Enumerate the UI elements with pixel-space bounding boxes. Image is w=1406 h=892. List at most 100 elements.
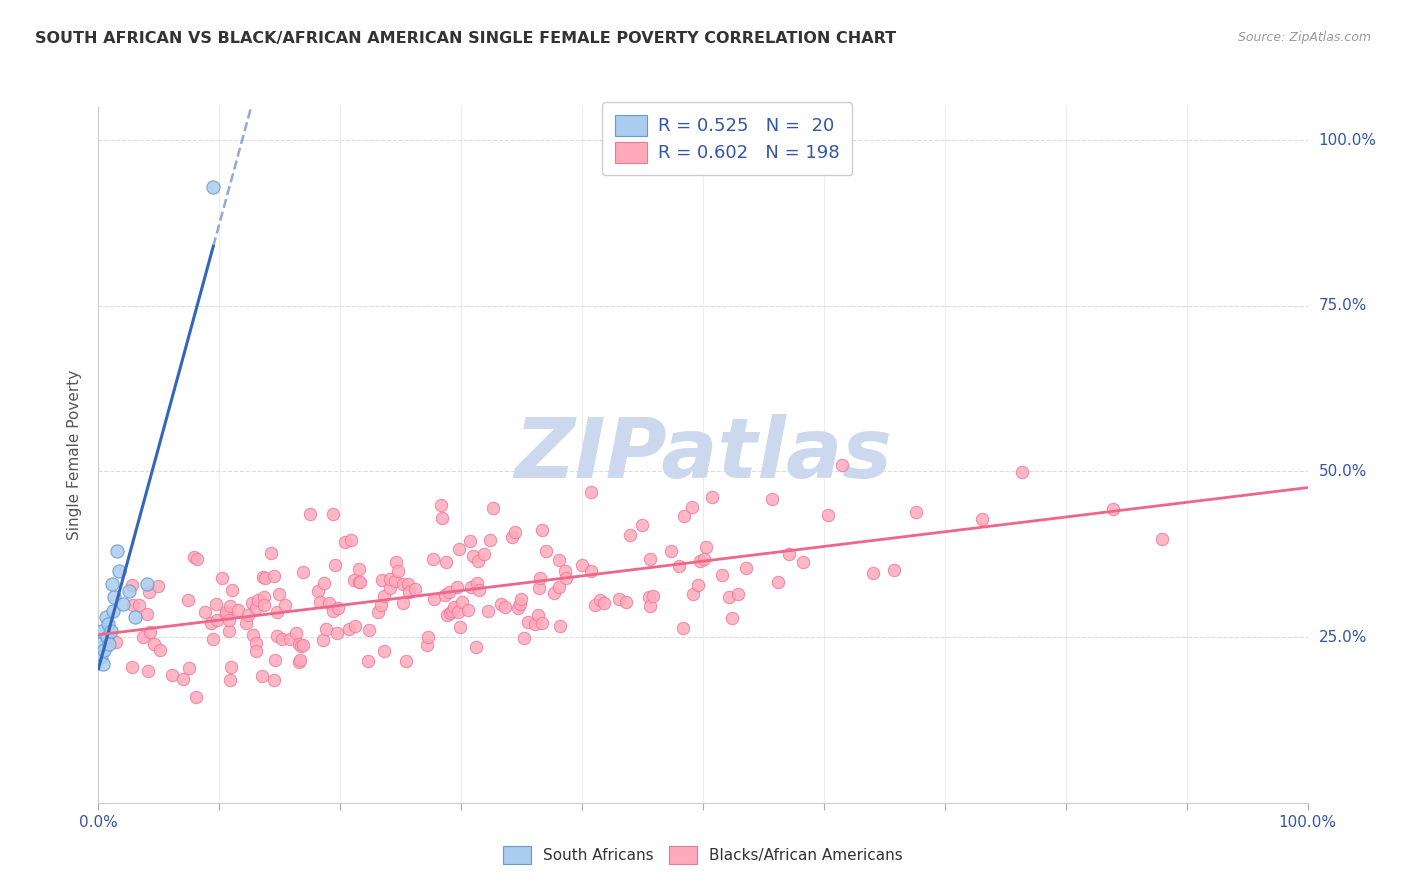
Point: [593, 596, 616, 610]
Point: [235, 615, 257, 630]
Legend: South Africans, Blacks/African Americans: South Africans, Blacks/African Americans: [496, 838, 910, 871]
Point: [513, 631, 536, 645]
Point: [439, 585, 461, 599]
Point: [461, 549, 484, 563]
Point: [441, 604, 464, 618]
Point: [177, 592, 200, 607]
Point: [307, 583, 329, 598]
Point: [266, 629, 288, 643]
Point: [384, 555, 406, 569]
Point: [394, 654, 416, 668]
Point: [121, 578, 143, 592]
Point: [326, 625, 349, 640]
Point: [465, 640, 488, 655]
Point: [378, 573, 401, 587]
Point: [242, 628, 264, 642]
Point: [422, 552, 444, 566]
Point: [271, 632, 294, 646]
Point: [263, 569, 285, 583]
Point: [479, 533, 502, 548]
Point: [710, 568, 733, 582]
Point: [288, 653, 311, 667]
Point: [450, 594, 472, 608]
Point: [245, 643, 267, 657]
Point: [215, 606, 238, 620]
Point: [718, 591, 741, 605]
Point: [554, 564, 576, 578]
Point: [517, 615, 540, 629]
Point: [357, 624, 380, 638]
Point: [312, 632, 335, 647]
Point: [467, 554, 489, 568]
Point: [245, 600, 267, 615]
Point: [90, 650, 112, 665]
Point: [458, 534, 481, 549]
Point: [309, 595, 332, 609]
Point: [288, 637, 311, 651]
Point: [263, 653, 285, 667]
Point: [221, 583, 243, 598]
Point: [100, 624, 122, 638]
Point: [614, 595, 637, 609]
Text: SOUTH AFRICAN VS BLACK/AFRICAN AMERICAN SINGLE FEMALE POVERTY CORRELATION CHART: SOUTH AFRICAN VS BLACK/AFRICAN AMERICAN …: [35, 31, 896, 46]
Point: [720, 611, 742, 625]
Point: [373, 644, 395, 658]
Point: [219, 599, 242, 614]
Point: [118, 583, 141, 598]
Point: [287, 655, 309, 669]
Point: [523, 617, 546, 632]
Point: [686, 578, 709, 592]
Point: [315, 622, 337, 636]
Point: [468, 582, 491, 597]
Point: [318, 596, 340, 610]
Point: [501, 530, 523, 544]
Point: [638, 552, 661, 566]
Point: [146, 579, 169, 593]
Point: [472, 547, 495, 561]
Y-axis label: Single Female Poverty: Single Female Poverty: [67, 370, 83, 540]
Point: [273, 599, 295, 613]
Point: [373, 589, 395, 603]
Text: Source: ZipAtlas.com: Source: ZipAtlas.com: [1237, 31, 1371, 45]
Point: [337, 622, 360, 636]
Point: [121, 659, 143, 673]
Point: [734, 561, 756, 575]
Point: [1011, 465, 1033, 479]
Point: [135, 577, 157, 591]
Point: [252, 590, 274, 604]
Point: [446, 580, 468, 594]
Point: [607, 592, 630, 607]
Point: [101, 604, 124, 618]
Point: [246, 593, 269, 607]
Point: [422, 591, 444, 606]
Point: [778, 547, 800, 561]
Point: [263, 673, 285, 688]
Point: [571, 558, 593, 572]
Point: [727, 587, 749, 601]
Point: [387, 564, 409, 578]
Point: [527, 608, 550, 623]
Point: [681, 500, 703, 514]
Point: [529, 571, 551, 585]
Point: [416, 631, 439, 645]
Point: [312, 575, 335, 590]
Point: [132, 631, 155, 645]
Point: [253, 598, 276, 612]
Point: [554, 571, 576, 585]
Point: [695, 540, 717, 554]
Point: [89, 637, 111, 651]
Point: [267, 587, 290, 601]
Point: [638, 590, 661, 604]
Point: [236, 608, 259, 623]
Point: [527, 582, 550, 596]
Point: [370, 573, 392, 587]
Point: [98, 637, 121, 651]
Point: [398, 585, 420, 599]
Point: [583, 598, 606, 612]
Point: [245, 636, 267, 650]
Point: [218, 624, 240, 638]
Point: [250, 669, 273, 683]
Point: [672, 621, 695, 635]
Point: [579, 485, 602, 500]
Point: [543, 586, 565, 600]
